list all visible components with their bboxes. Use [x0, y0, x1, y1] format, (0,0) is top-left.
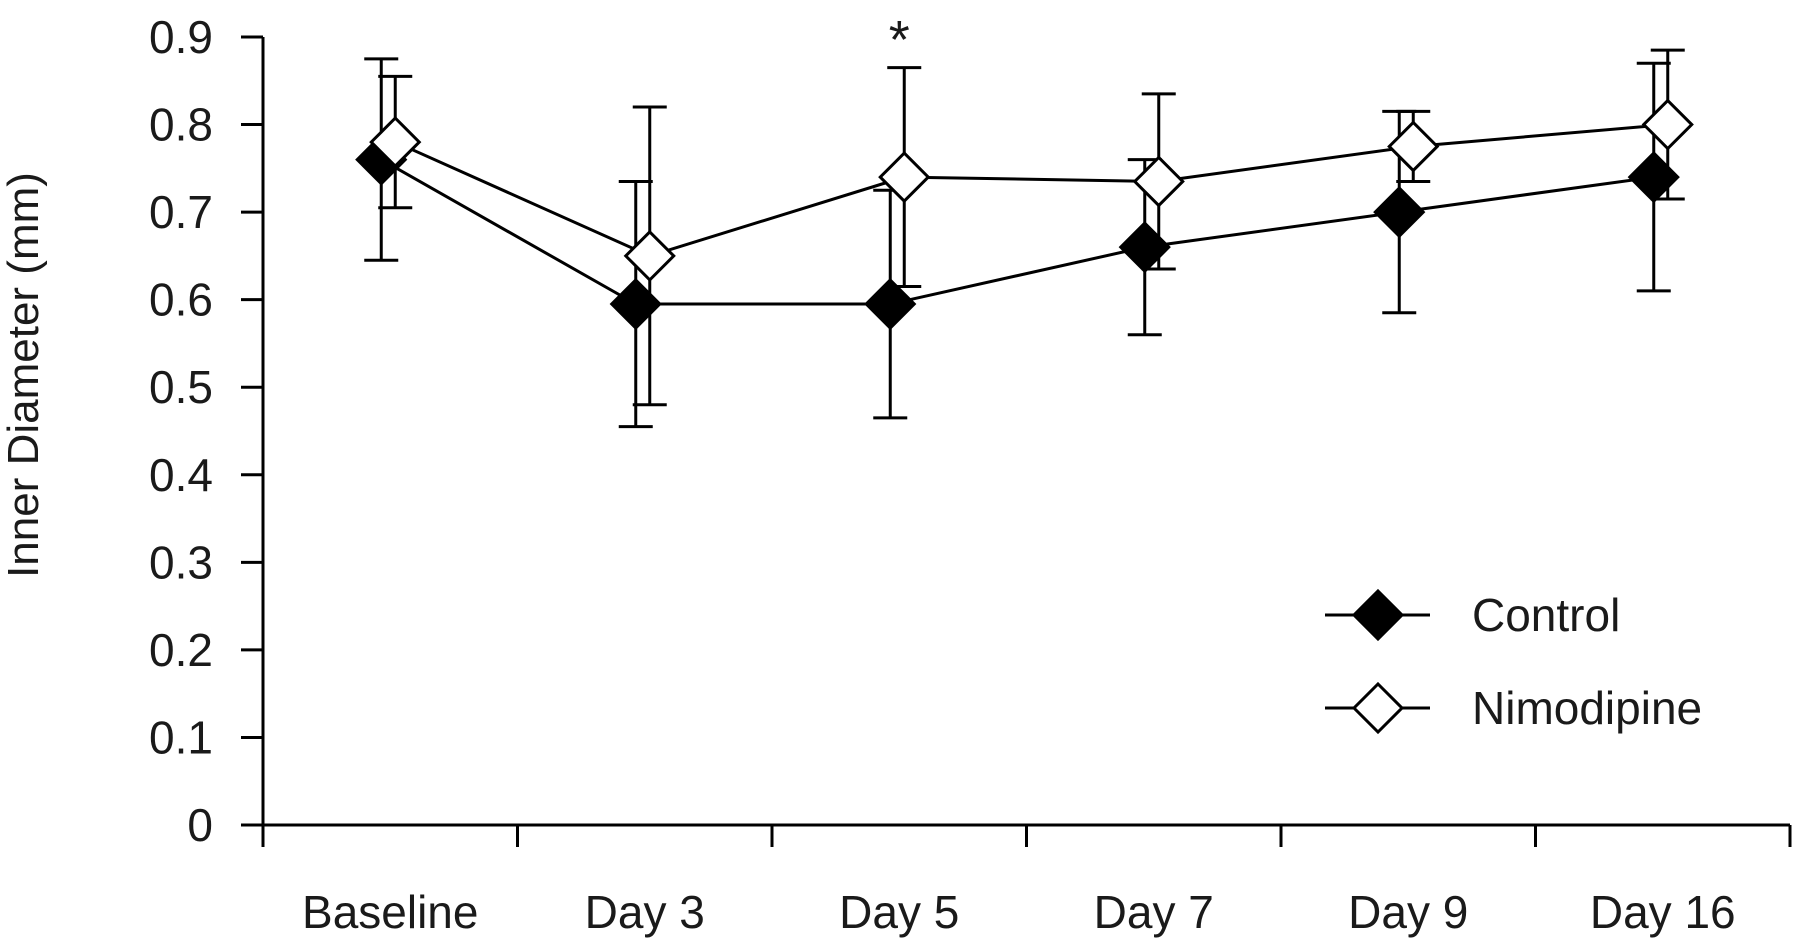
- legend-marker-nimodipine: [1351, 681, 1405, 735]
- y-tick-label: 0.6: [149, 274, 213, 326]
- y-axis-title: Inner Diameter (mm): [0, 172, 48, 578]
- series-line-control: [380, 158, 1654, 306]
- series-lines: [380, 123, 1668, 306]
- data-point-nimodipine: [878, 150, 931, 204]
- y-tick-label: 0.3: [149, 536, 213, 588]
- significance-asterisk: *: [889, 10, 910, 70]
- data-point-control: [1118, 221, 1171, 274]
- legend: Control Nimodipine: [1325, 588, 1702, 735]
- y-tick-label: 0.4: [149, 449, 213, 501]
- data-point-nimodipine: [1641, 98, 1694, 151]
- y-tick-label: 0: [187, 799, 213, 851]
- data-point-nimodipine: [369, 115, 422, 169]
- data-point-nimodipine: [1132, 155, 1185, 208]
- axes: 0 0.1 0.2 0.3 0.4 0.5 0.6 0.7 0.8 0.9 Baseline Day …: [149, 11, 1792, 938]
- y-tick-label: 0.9: [149, 11, 213, 63]
- y-tick-label: 0.2: [149, 624, 213, 676]
- x-tick-label: Day 5: [839, 886, 959, 938]
- y-tick-label: 0.1: [149, 711, 213, 763]
- data-point-control: [1627, 150, 1680, 204]
- y-tick-label: 0.5: [149, 361, 213, 413]
- x-tick-label: Day 7: [1094, 886, 1214, 938]
- legend-marker-control: [1351, 588, 1405, 642]
- x-tick-label: Day 3: [585, 886, 705, 938]
- data-point-control: [1373, 185, 1426, 239]
- data-point-nimodipine: [623, 229, 676, 283]
- legend-label-control: Control: [1472, 589, 1620, 641]
- y-tick-label: 0.8: [149, 99, 213, 151]
- data-point-control: [864, 277, 917, 331]
- x-tick-label: Baseline: [302, 886, 478, 938]
- x-tick-label: Day 9: [1348, 886, 1468, 938]
- x-tick-label: Day 16: [1590, 886, 1736, 938]
- annotations: *: [889, 10, 910, 70]
- data-point-nimodipine: [1387, 120, 1440, 173]
- data-point-control: [609, 277, 662, 331]
- data-points: [355, 98, 1694, 331]
- legend-label-nimodipine: Nimodipine: [1472, 682, 1702, 734]
- y-tick-label: 0.7: [149, 186, 213, 238]
- error-bars: [364, 48, 1685, 429]
- series-line-nimodipine: [394, 123, 1668, 258]
